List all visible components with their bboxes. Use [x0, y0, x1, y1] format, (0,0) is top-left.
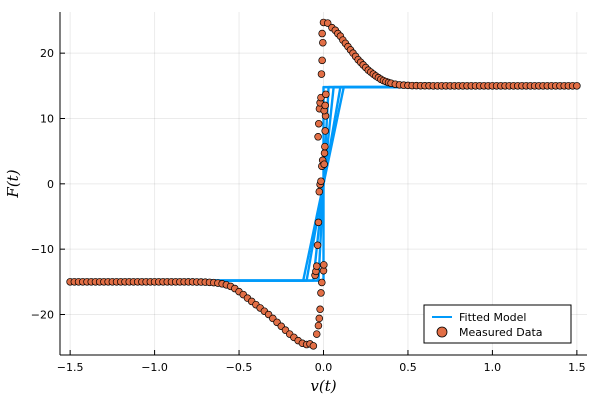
measured-data-point: [313, 241, 322, 249]
measured-data-point: [573, 82, 581, 90]
measured-data-point: [318, 29, 326, 38]
measured-data-point: [321, 101, 329, 110]
measured-data-point: [320, 149, 329, 157]
measured-data-point: [317, 70, 326, 78]
measured-data-point: [320, 261, 328, 269]
y-axis-label: F(t): [4, 169, 22, 198]
measured-data-point: [312, 330, 321, 338]
measured-data-point: [322, 90, 330, 99]
measured-data-point: [315, 119, 323, 128]
measured-data-point: [317, 177, 325, 185]
x-tick-label: 1.0: [484, 361, 502, 374]
legend-box: [423, 304, 572, 344]
measured-data-point: [321, 127, 329, 135]
measured-data-point: [312, 262, 321, 270]
measured-data-point: [317, 289, 325, 297]
measured-data-point: [314, 218, 323, 227]
ticks: −1.5 −1.0 −0.5 0.0 0.5 1.0 1.5 −20 −10 0 10 20: [31, 47, 586, 374]
x-tick-label: 1.5: [568, 361, 586, 374]
y-tick-label: 0: [47, 178, 54, 191]
y-tick-label: −20: [31, 308, 54, 321]
measured-data-point: [318, 56, 326, 65]
x-axis-label: v(t): [310, 377, 336, 395]
measured-data-point: [315, 187, 324, 196]
measured-data-point: [314, 133, 322, 141]
measured-data-point: [314, 321, 323, 330]
measured-data-series: [66, 18, 581, 350]
y-tick-label: 20: [40, 47, 54, 60]
x-tick-label: 0.5: [399, 361, 417, 374]
x-tick-label: −1.5: [57, 361, 84, 374]
measured-data-point: [316, 305, 324, 314]
x-tick-label: −0.5: [226, 361, 253, 374]
measured-data-point: [320, 160, 328, 168]
legend: Fitted Model Measured Data: [423, 304, 572, 344]
measured-data-point: [318, 278, 326, 287]
measured-data-point: [315, 314, 324, 323]
measured-data-point: [321, 142, 329, 151]
measured-data-point: [319, 38, 327, 47]
x-tick-label: −1.0: [141, 361, 168, 374]
legend-label-measured-data: Measured Data: [459, 326, 543, 339]
y-tick-label: −10: [31, 243, 54, 256]
legend-label-fitted-model: Fitted Model: [459, 311, 526, 324]
measured-data-point: [309, 342, 318, 350]
x-tick-label: 0.0: [315, 361, 333, 374]
legend-swatch-measured-data: [436, 326, 448, 338]
measured-data-point: [323, 19, 332, 27]
y-tick-label: 10: [40, 112, 54, 125]
